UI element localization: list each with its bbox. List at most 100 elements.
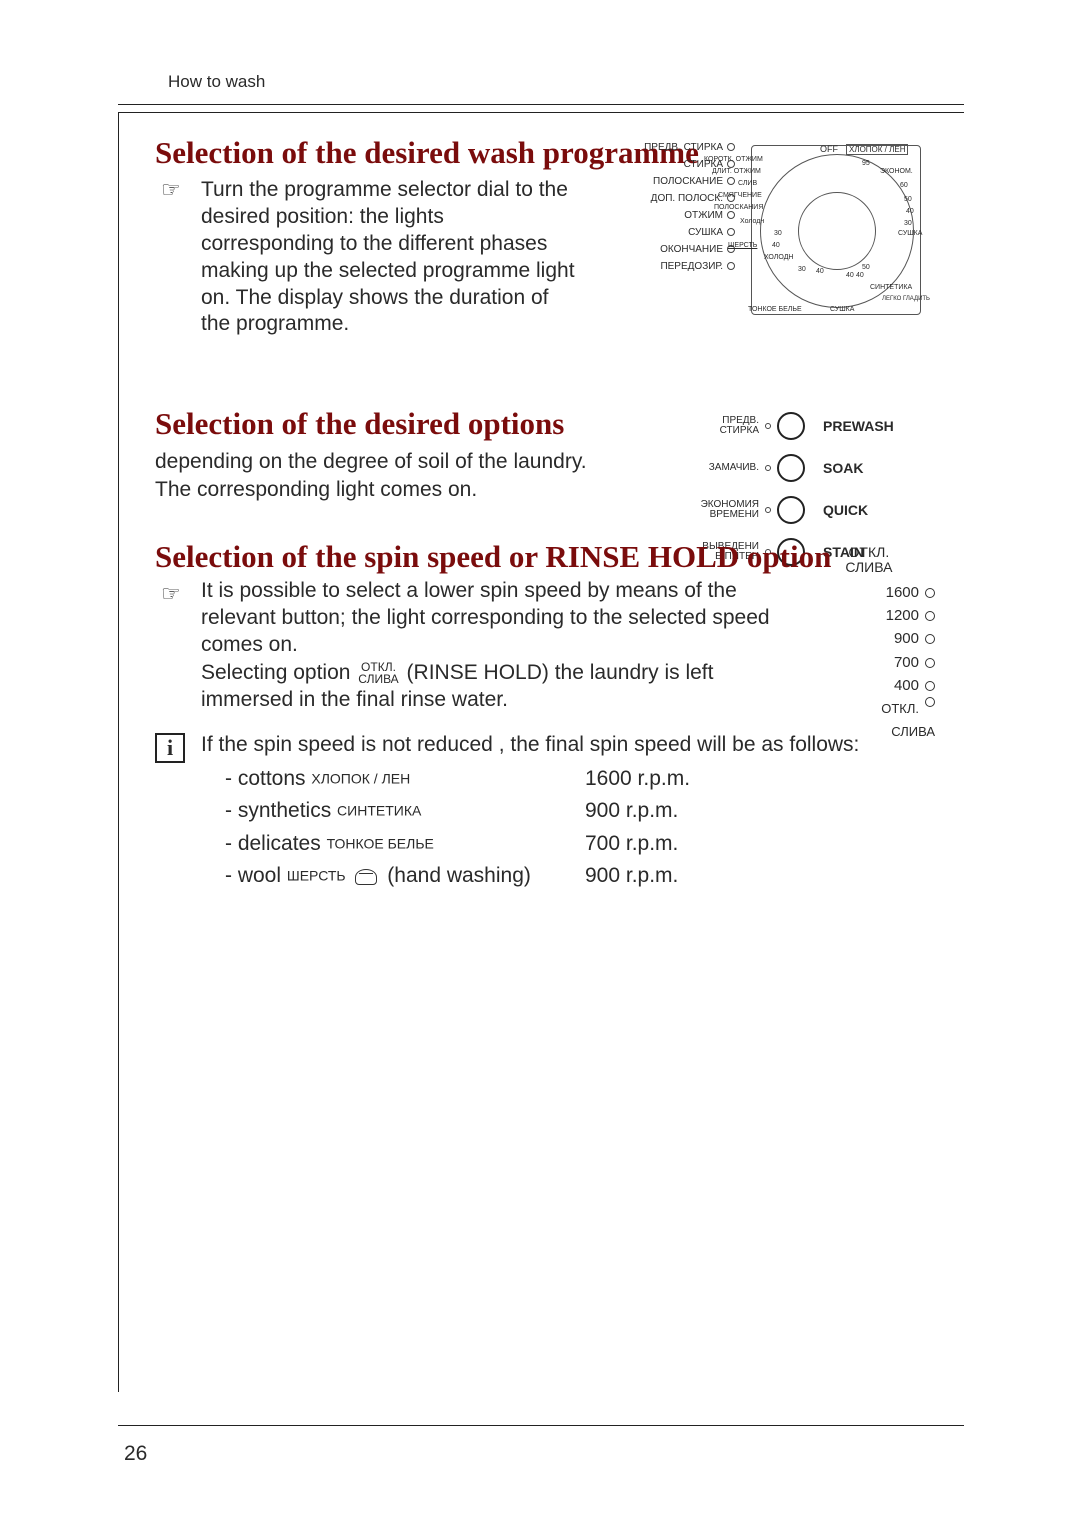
dial-label: СИНТЕТИКА [870,284,912,291]
dial-box-label: ХЛОПОК / ЛЕН [846,144,908,155]
option-row: ПРЕДВ.СТИРКА PREWASH [675,412,935,440]
spin-speed-row: 1600 [835,581,935,604]
rinse-hold-inline-label: ОТКЛ. СЛИВА [358,661,398,685]
fabric-label: - cottons ХЛОПОК / ЛЕН [225,763,585,796]
phase-label: СУШКА [625,224,735,241]
fabric-label: - synthetics СИНТЕТИКА [225,795,585,828]
fabric-speed: 700 r.p.m. [585,828,765,861]
indicator-led-icon [925,658,935,668]
indicator-led-icon [925,588,935,598]
phase-label: ПОЛОСКАНИЕ [625,173,735,190]
dial-ring: OFF ХЛОПОК / ЛЕН КОРОТК. ОТЖИМ ДЛИТ. ОТЖ… [751,145,921,315]
body-spin-speed: It is possible to select a lower spin sp… [201,577,791,713]
dial-inner-circle [798,192,876,270]
heading-spin-speed: Selection of the spin speed or RINSE HOL… [155,539,831,575]
page-content: Selection of the desired wash programme … [118,112,964,1392]
dial-off-label: OFF [820,144,838,154]
table-row: - wool ШЕРСТЬ (hand washing) 900 r.p.m. [225,860,936,893]
spin-speed-row: 1200 [835,604,935,627]
option-row: ЭКОНОМИЯВРЕМЕНИ QUICK [675,496,935,524]
label-text: ОТКЛ. [849,544,890,560]
dial-temp: 40 [856,272,864,279]
label-text: СЛИВА [845,559,892,575]
running-header: How to wash [168,72,265,92]
option-en-label: QUICK [823,502,868,518]
spin-speed-row: 900 [835,627,935,650]
dial-label: ЭКОНОМ. [880,168,913,175]
dial-temp: 40 [846,272,854,279]
phase-label: ОКОНЧАНИЕ [625,241,735,258]
dial-label: ТОНКОЕ БЕЛЬЕ [748,306,802,313]
spin-speed-column: 1600 1200 900 700 400 ОТКЛ. СЛИВА [835,581,935,744]
fabric-speed-table: - cottons ХЛОПОК / ЛЕН 1600 r.p.m. - syn… [225,763,936,893]
option-row: ЗАМАЧИВ. SOAK [675,454,935,482]
dial-temp: 40 [816,268,824,275]
dial-label: ШЕРСТЬ [728,242,757,249]
fabric-speed: 900 r.p.m. [585,795,765,828]
indicator-led-icon [925,611,935,621]
dial-label: СЛИВ [738,180,757,187]
dial-temp: 30 [904,220,912,227]
rinse-hold-label-beside: ОТКЛ. СЛИВА [845,545,892,574]
dial-temp: 30 [798,266,806,273]
indicator-led-icon [765,465,771,471]
option-en-label: PREWASH [823,418,894,434]
dial-label: СМЯГЧЕНИЕ [718,192,762,199]
option-button-icon [777,496,805,524]
dial-label: СУШКА [898,230,922,237]
indicator-led-icon [925,697,935,707]
option-ru-label: ЗАМАЧИВ. [675,463,759,473]
info-lead-text: If the spin speed is not reduced , the f… [201,731,936,758]
dial-label: ДЛИТ. ОТЖИМ [712,168,761,175]
dial-temp: 50 [862,264,870,271]
spin-speed-row: 700 [835,651,935,674]
spin-speed-row: 400 [835,674,935,697]
indicator-led-icon [925,681,935,691]
dial-temp: 95 [862,160,870,167]
dial-label: СУШКА [830,306,854,313]
option-ru-label: ЭКОНОМИЯВРЕМЕНИ [675,500,759,520]
option-ru-label: ПРЕДВ.СТИРКА [675,416,759,436]
fabric-label: - delicates ТОНКОЕ БЕЛЬЕ [225,828,585,861]
option-button-icon [777,412,805,440]
rule-bottom [118,1425,964,1426]
label-text: СЛИВА [358,672,398,686]
indicator-led-icon [765,423,771,429]
body-options: depending on the degree of soil of the l… [155,448,615,503]
body-wash-programme: Turn the programme selector dial to the … [201,177,581,338]
table-row: - delicates ТОНКОЕ БЕЛЬЕ 700 r.p.m. [225,828,936,861]
dial-temp: 50 [904,196,912,203]
section-info-note: i If the spin speed is not reduced , the… [155,731,936,892]
fabric-speed: 1600 r.p.m. [585,763,765,796]
dial-label: ПОЛОСКАНИЯ [714,204,763,211]
page-number: 26 [124,1442,147,1466]
table-row: - synthetics СИНТЕТИКА 900 r.p.m. [225,795,936,828]
fabric-label: - wool ШЕРСТЬ (hand washing) [225,860,585,893]
phase-label: ПРЕДВ. СТИРКА [625,139,735,156]
dial-label: ЛЕГКО ГЛАДИТЬ [882,296,930,302]
indicator-led-icon [925,634,935,644]
pointing-hand-icon: ☞ [161,177,181,203]
dial-temp: 60 [900,182,908,189]
dial-temp: 30 [774,230,782,237]
text-span: Selecting option [201,661,350,684]
phase-label: ПЕРЕДОЗИР. [625,258,735,275]
option-button-icon [777,454,805,482]
dial-temp: 40 [906,208,914,215]
dial-label: ХОЛОДН [764,254,793,261]
indicator-led-icon [765,507,771,513]
dial-temp: 40 [772,242,780,249]
text-span: It is possible to select a lower spin sp… [201,579,770,657]
option-en-label: SOAK [823,460,863,476]
pointing-hand-icon: ☞ [161,581,181,607]
dial-label: Холодн [740,218,764,225]
dial-label: КОРОТК. ОТЖИМ [704,156,763,163]
table-row: - cottons ХЛОПОК / ЛЕН 1600 r.p.m. [225,763,936,796]
rule-top [118,104,964,105]
info-icon: i [155,733,185,763]
section-options: Selection of the desired options dependi… [155,406,936,503]
fabric-speed: 900 r.p.m. [585,860,765,893]
section-spin-speed: Selection of the spin speed or RINSE HOL… [155,539,936,713]
section-wash-programme: Selection of the desired wash programme … [155,135,936,338]
hand-wash-icon [355,869,377,885]
